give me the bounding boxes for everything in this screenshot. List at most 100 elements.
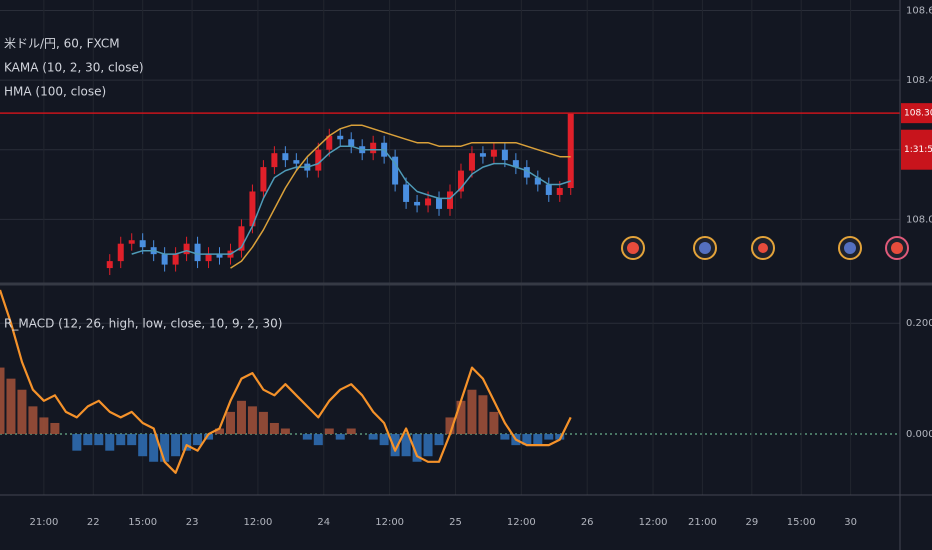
histogram-bar [105, 434, 115, 451]
histogram-bar [302, 434, 312, 440]
histogram-bar [215, 428, 225, 435]
histogram-bar [390, 434, 400, 457]
candle-body [512, 160, 519, 168]
y-tick-label: 108.400 [906, 75, 932, 86]
histogram-bar [171, 434, 181, 457]
histogram-bar [28, 406, 38, 435]
y-tick-label: 0.000 [906, 429, 932, 440]
x-tick-label: 12:00 [244, 517, 273, 528]
candle-body [403, 184, 410, 202]
event-icon [699, 242, 711, 254]
histogram-bar [346, 428, 356, 435]
candle-body [128, 240, 135, 244]
histogram-bar [258, 411, 268, 435]
candle-body [425, 198, 432, 206]
histogram-bar [478, 395, 488, 435]
candle-body [139, 240, 146, 248]
legend-title: 米ドル/円, 60, FXCM [4, 37, 120, 51]
x-tick-label: 15:00 [787, 517, 816, 528]
indicator-line [230, 124, 571, 269]
candle-body [293, 160, 300, 164]
x-tick-label: 23 [186, 517, 199, 528]
candle-body [545, 184, 552, 195]
histogram-bar [225, 411, 235, 435]
event-icon [627, 242, 639, 254]
price-label-box [901, 103, 932, 124]
histogram-bar [434, 434, 444, 446]
candle-body [457, 170, 464, 192]
candle-body [282, 153, 289, 161]
candle-body [534, 177, 541, 185]
histogram-bar [335, 434, 345, 440]
plot-layer [0, 112, 900, 474]
event-icon [844, 242, 856, 254]
legend-entry: HMA (100, close) [4, 85, 106, 99]
x-tick-label: 25 [449, 517, 462, 528]
candle-body [172, 254, 179, 265]
candle-body [205, 254, 212, 262]
candle-body [194, 243, 201, 262]
histogram-bar [533, 434, 543, 446]
histogram-bar [247, 406, 257, 435]
histogram-bar [467, 389, 477, 435]
candle-body [161, 254, 168, 265]
candle-body [447, 191, 453, 209]
histogram-bar [39, 417, 49, 435]
candle-body [414, 201, 421, 206]
histogram-bar [17, 389, 27, 435]
x-tick-label: 29 [745, 517, 758, 528]
y-tick-label: 108.000 [906, 214, 932, 225]
histogram-bar [204, 434, 214, 440]
x-tick-label: 24 [317, 517, 330, 528]
x-tick-label: 30 [844, 517, 857, 528]
histogram-bar [72, 434, 82, 451]
candle-body [567, 113, 574, 188]
indicator-line [131, 145, 571, 255]
histogram-bar [401, 434, 411, 457]
candle-body [392, 156, 399, 185]
x-tick-label: 26 [581, 517, 594, 528]
x-tick-label: 15:00 [128, 517, 157, 528]
histogram-bar [160, 434, 170, 462]
histogram-bar [423, 434, 433, 457]
candle-body [468, 153, 475, 171]
histogram-bar [116, 434, 126, 446]
histogram-bar [193, 434, 203, 446]
indicator-title: R_MACD (12, 26, high, low, close, 10, 9,… [4, 317, 282, 331]
countdown: 1:31:59 [904, 145, 932, 155]
histogram-bar [544, 434, 554, 440]
candle-body [436, 198, 443, 209]
histogram-bar [182, 434, 192, 451]
histogram-bar [456, 400, 466, 435]
candle-body [523, 167, 530, 178]
candle-body [326, 135, 333, 150]
histogram-bar [0, 367, 5, 435]
candle-body [337, 135, 344, 140]
candle-body [490, 149, 497, 157]
histogram-bar [368, 434, 378, 440]
x-tick-label: 12:00 [507, 517, 536, 528]
histogram-bar [6, 378, 16, 435]
price-label: 108.305 [904, 109, 932, 119]
candle-body [106, 261, 113, 269]
x-tick-label: 21:00 [688, 517, 717, 528]
histogram-bar [379, 434, 389, 446]
candle-body [216, 254, 223, 258]
histogram-bar [412, 434, 422, 462]
event-icon [758, 243, 768, 253]
histogram-bar [500, 434, 510, 440]
histogram-bar [50, 422, 60, 435]
candle-body [117, 243, 124, 262]
histogram-bar [138, 434, 148, 457]
x-tick-label: 12:00 [375, 517, 404, 528]
x-tick-label: 22 [87, 517, 100, 528]
candle-body [315, 149, 322, 171]
histogram-bar [83, 434, 93, 446]
candle-body [370, 142, 377, 154]
legend-entry: KAMA (10, 2, 30, close) [4, 61, 144, 75]
x-tick-label: 21:00 [29, 517, 58, 528]
histogram-bar [236, 400, 246, 435]
candle-body [271, 153, 278, 168]
